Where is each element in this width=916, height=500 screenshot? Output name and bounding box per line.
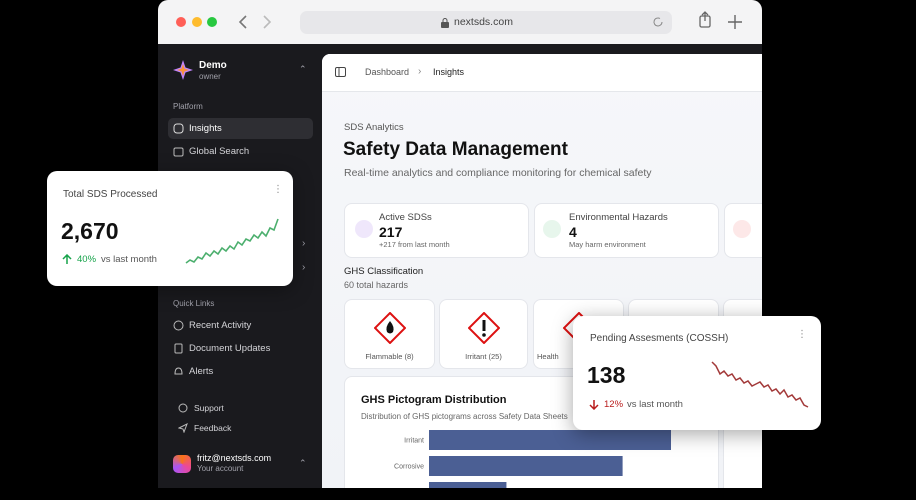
user-email: fritz@nextsds.com [197,453,272,463]
quick-link-icon [173,320,184,331]
stat-card: Active SDSs 217 +217 from last month [344,203,529,258]
kpi-period: vs last month [101,254,157,265]
nav-icon [173,123,184,134]
url-bar[interactable]: nextsds.com [300,11,672,34]
user-subtitle: Your account [197,464,244,473]
panel-title: GHS Pictogram Distribution [361,394,507,406]
kpi-value: 138 [587,362,626,388]
eyebrow: SDS Analytics [344,122,404,133]
org-switch[interactable]: ⌃ [299,64,307,74]
kpi-menu[interactable]: ⋮ [273,184,283,195]
breadcrumb: Insights [433,67,465,77]
pictogram-label: Health [537,352,559,361]
page-subtitle: Real-time analytics and compliance monit… [344,167,652,179]
stat-icon [733,220,751,238]
bar-label: Irritant [404,438,424,445]
lock-icon [441,18,449,28]
reload-icon [653,17,663,27]
section-title: GHS Classification [344,266,424,277]
section-label: Quick Links [173,299,215,308]
stat-note: +217 from last month [379,240,450,249]
breadcrumb-bar: Dashboard › Insights [322,54,762,92]
quick-link[interactable]: Alerts [189,366,214,377]
quick-link[interactable]: Document Updates [189,343,271,354]
pictogram-label: Irritant (25) [465,352,502,361]
stat-value: 4 [569,224,577,240]
stat-label: Environmental Hazards [569,212,668,223]
nav-icon [173,147,184,157]
kpi-title: Pending Assesments (COSSH) [590,333,729,344]
stat-value: 217 [379,224,403,240]
pictogram [374,312,406,344]
section-label: Platform [173,102,203,111]
footer-link[interactable]: Support [194,403,224,413]
user-switch[interactable]: ⌃ [299,458,307,468]
quick-link-icon [174,343,183,354]
nav-item[interactable]: Global Search [189,146,250,157]
browser-toolbar: nextsds.com [158,0,762,44]
stat-label: Active SDSs [379,212,432,223]
breadcrumb-sep: › [418,66,422,77]
bar-chart: Irritant Corrosive [394,430,671,488]
chevron[interactable]: › [302,238,306,249]
org-role: owner [199,72,221,81]
quick-link-icon [174,367,183,375]
toolbar-icons [176,11,742,29]
kpi-period: vs last month [627,399,683,410]
kpi-card: Pending Assesments (COSSH) ⋮ 138 12% vs … [573,316,821,430]
kpi-change: 12% [604,399,624,410]
stat-icon [543,220,561,238]
kpi-menu[interactable]: ⋮ [797,329,807,340]
feedback-icon [178,423,188,433]
stat-icon [355,220,373,238]
pictogram-card[interactable]: Irritant (25) [439,299,528,369]
sidebar-toggle[interactable] [335,67,346,77]
nav-active-bg [168,118,313,139]
chevron[interactable]: › [302,262,306,273]
url-text: nextsds.com [454,16,513,28]
kpi-change: 40% [77,254,97,265]
section-subtitle: 60 total hazards [344,280,409,290]
pictogram [468,312,500,344]
user-avatar [173,455,191,473]
pictogram-card[interactable]: Flammable (8) [344,299,435,369]
bar [429,430,671,450]
kpi-value: 2,670 [61,218,119,244]
stat-note: May harm environment [569,240,646,249]
quick-link[interactable]: Recent Activity [189,320,252,331]
bar [429,482,507,488]
pictogram-label: Flammable (8) [365,352,414,361]
logo [173,60,193,80]
nav-item[interactable]: Insights [189,123,222,134]
org-name: Demo [199,60,227,71]
footer-link[interactable]: Feedback [194,423,232,433]
sparkline [185,218,279,264]
support-icon [178,403,188,413]
bar [429,456,623,476]
down-arrow [589,400,599,410]
up-arrow [62,254,72,264]
page-title: Safety Data Management [343,139,568,160]
sparkline [711,361,809,408]
stat-card [724,203,762,258]
kpi-title: Total SDS Processed [63,189,158,200]
bar-label: Corrosive [394,464,424,471]
stat-card: Environmental Hazards 4 May harm environ… [534,203,719,258]
kpi-card: Total SDS Processed ⋮ 2,670 40% vs last … [47,171,293,286]
breadcrumb[interactable]: Dashboard [365,67,410,77]
panel-subtitle: Distribution of GHS pictograms across Sa… [361,412,568,421]
